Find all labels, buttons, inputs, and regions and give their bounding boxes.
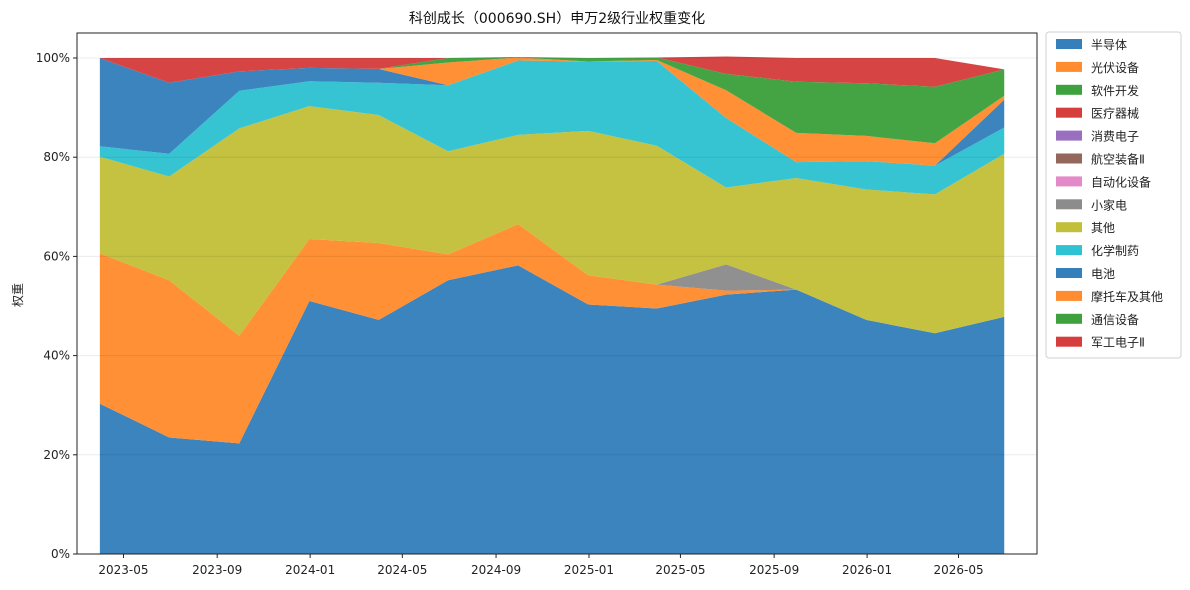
area-series-11 [99,57,1005,166]
area-layer [99,56,1005,554]
legend-label: 化学制药 [1091,243,1139,258]
x-tick-label: 2024-05 [377,563,427,577]
legend-swatch [1056,268,1082,278]
chart-title: 科创成长（000690.SH）申万2级行业权重变化 [409,11,705,27]
legend-swatch [1056,199,1082,210]
x-tick-label: 2023-05 [98,563,148,577]
legend-label: 自动化设备 [1091,175,1151,189]
x-tick-label: 2026-05 [933,563,983,577]
y-tick-label: 20% [43,448,70,462]
legend-swatch [1056,39,1082,49]
area-series-8 [99,106,1005,336]
legend-swatch [1056,336,1082,347]
y-tick-label: 40% [43,349,70,363]
legend-swatch [1056,107,1082,118]
y-tick-label: 80% [43,150,70,164]
x-tick-label: 2023-09 [192,563,242,577]
legend-swatch [1056,130,1082,141]
legend-swatch [1056,61,1082,72]
legend-label: 摩托车及其他 [1091,289,1163,304]
legend-frame [1045,31,1182,359]
y-tick-label: 100% [36,51,70,65]
y-tick-label: 60% [43,249,70,263]
legend-swatch [1056,290,1082,301]
legend-label: 消费电子 [1091,130,1139,144]
legend-swatch [1056,222,1082,233]
legend-label: 小家电 [1091,197,1127,212]
x-axis: 2023-05 2023-09 2024-01 2024-05 2024-09 2025-… [98,554,984,577]
y-axis: 0% 20% 40% 60% 80% 100% [36,51,77,561]
area-series-1 [99,224,1005,444]
x-tick-label: 2024-09 [471,563,521,577]
legend-label: 电池 [1091,267,1115,281]
legend-swatch [1056,245,1082,256]
legend-swatch [1056,84,1082,95]
legend-label: 半导体 [1091,38,1127,52]
legend-swatch [1056,313,1082,324]
x-tick-label: 2026-01 [842,563,892,577]
legend-label: 光伏设备 [1091,61,1139,75]
area-series-9 [99,60,1005,195]
area-series-0 [99,265,1005,554]
legend-label: 软件开发 [1091,83,1139,98]
legend-label: 其他 [1091,221,1115,235]
plot-frame [76,32,1038,555]
y-axis-title: 权重 [11,283,25,307]
x-tick-label: 2024-01 [285,563,335,577]
area-series-13 [99,56,1005,87]
y-tick-label: 0% [51,547,70,561]
legend-label: 军工电子Ⅱ [1091,336,1145,350]
x-tick-label: 2025-05 [655,563,705,577]
legend-label: 通信设备 [1091,313,1139,327]
x-tick-label: 2025-09 [749,563,799,577]
legend-swatch [1056,153,1082,164]
x-tick-label: 2025-01 [564,563,614,577]
area-series-12 [99,57,1005,144]
legend-label: 医疗器械 [1091,106,1139,121]
legend-label: 航空装备Ⅱ [1091,152,1145,167]
legend-swatch [1056,176,1082,187]
